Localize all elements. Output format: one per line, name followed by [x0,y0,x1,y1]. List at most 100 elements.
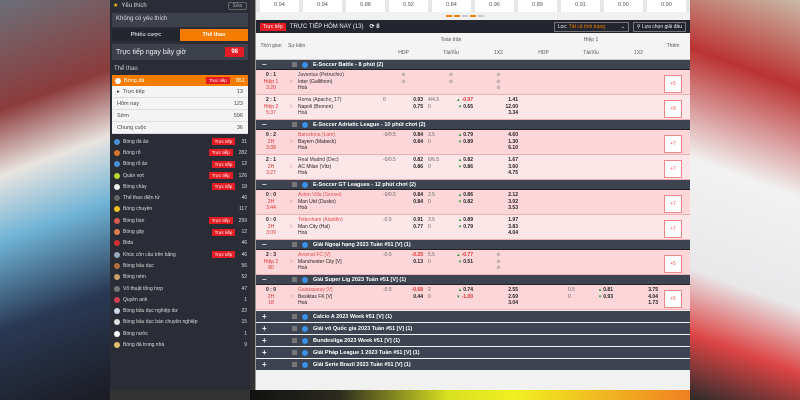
ht-ou-odds[interactable]: 0.5 ▴ 0.81 0 ▾ 0.93 [566,285,616,309]
checkbox[interactable] [292,314,297,319]
more-markets-button[interactable]: +7 [664,159,682,178]
top-odds-value[interactable]: 0.92 [389,0,428,12]
odds-value[interactable]: 0.84 [413,198,423,205]
tab-sports[interactable]: Thể thao [180,29,248,41]
odds-value[interactable]: 3.04 [508,300,518,306]
odds-value[interactable]: 3.75 [648,287,658,293]
more-markets-button[interactable]: +5 [664,254,682,273]
sidebar-item[interactable]: Thể thao điện tử 46 [110,192,250,203]
sidebar-item-football[interactable]: Bóng đá Trực tiếp 851 [112,75,248,86]
1x2-odds[interactable]: 1.67 3.60 4.75 [476,155,521,179]
odds-value[interactable]: 0.74 [463,287,473,293]
expand-icon[interactable]: + [262,312,267,321]
1x2-odds[interactable]: 4.60 1.30 6.10 [476,130,521,154]
checkbox[interactable] [292,182,297,187]
top-odds-value[interactable]: 0.94 [303,0,342,12]
favorite-star-icon[interactable]: ☆ [289,79,294,85]
odds-value[interactable]: 6.10 [508,145,518,151]
odds-value[interactable]: 0.75 [413,103,423,110]
league-header-collapsed[interactable]: + Bundesliga 2023 Week #51 [V] (1) [256,335,690,346]
more-markets-button[interactable]: +5 [664,74,682,93]
odds-value[interactable]: 0.13 [413,258,423,265]
favorite-star-icon[interactable]: ☆ [289,294,294,300]
ou-odds[interactable]: 3.5 ▴ 0.79 0 ▾ 0.89 [426,130,476,154]
collapse-icon[interactable]: − [262,180,267,189]
odds-value[interactable]: 4.04 [648,293,658,300]
odds-value[interactable]: 0.86 [413,163,423,170]
sidebar-item[interactable]: Bóng nước 1 [110,328,250,339]
odds-value[interactable]: 1.73 [648,300,658,306]
more-markets-button[interactable]: +8 [664,99,682,118]
1x2-odds[interactable]: 1.97 3.83 4.04 [476,215,521,239]
match-event[interactable]: ☆ Real Madrid (Dec) AC Milan (Vitz) Hoà [286,155,381,179]
favorite-star-icon[interactable]: ☆ [289,199,294,205]
match-event[interactable]: ☆ Tottenham (Aladdin) Man City (Hal) Hoà [286,215,381,239]
match-event[interactable]: ☆ Aston Villa (Sensei) Man Utd (Dusko) Hoà [286,190,381,214]
odds-value[interactable]: 0.84 [413,132,423,138]
odds-value[interactable]: -0.77 [461,252,473,258]
top-odds-value[interactable]: 0.94 [260,0,299,12]
odds-value[interactable]: 0.51 [463,258,473,265]
odds-value[interactable]: 2.12 [508,192,518,198]
more-markets-button[interactable]: +7 [664,219,682,238]
sidebar-item[interactable]: Bóng ném 52 [110,272,250,283]
1x2-odds[interactable]: 2.12 3.02 3.53 [476,190,521,214]
odds-value[interactable]: 3.60 [508,163,518,170]
tab-bet-slip[interactable]: Phiếu cược [112,29,180,41]
sidebar-item[interactable]: Bóng chuyền 117 [110,204,250,215]
filter-dropdown[interactable]: Lọc: Tất cả tình trạng ⌄ [553,21,629,32]
favorite-star-icon[interactable]: ☆ [289,104,294,110]
ou-odds[interactable]: 3.5 ▴ 0.89 0 ▾ 0.79 [426,215,476,239]
odds-value[interactable]: 0.82 [463,157,473,163]
odds-value[interactable]: 2.55 [508,287,518,293]
top-odds-value[interactable]: 0.90 [647,0,686,12]
ou-odds[interactable]: 5.5 ▴ -0.77 0 ▾ 0.51 [426,250,476,274]
odds-value[interactable]: -0.25 [411,252,423,258]
league-header-collapsed[interactable]: + Giải Serie Brazil 2023 Tuần #51 [V] (1) [256,359,690,370]
pick-league-button[interactable]: ⚲ Lựa chọn giải đấu [632,21,686,32]
favorite-star-icon[interactable]: ☆ [289,224,294,230]
refresh-button[interactable]: ⟳ 8 [370,23,380,30]
odds-value[interactable]: 3.34 [508,110,518,116]
odds-value[interactable]: 0.82 [413,157,423,163]
odds-value[interactable]: 0.91 [413,217,423,223]
collapse-icon[interactable]: − [262,275,267,284]
1x2-odds[interactable]: 2.55 2.69 3.04 [476,285,521,309]
odds-value[interactable]: 0.89 [463,217,473,223]
odds-value[interactable]: 0.77 [413,223,423,230]
checkbox[interactable] [292,277,297,282]
checkbox[interactable] [292,122,297,127]
odds-value[interactable]: 0.81 [603,287,613,293]
odds-value[interactable]: 0.79 [463,223,473,230]
checkbox[interactable] [292,242,297,247]
sidebar-item[interactable]: Bóng bầu dục bán chuyên nghiệp 15 [110,317,250,328]
sidebar-item[interactable]: Bóng đá trong nhà 9 [110,339,250,350]
hdp-odds[interactable]: -0/0.5 0.82 0.86 [381,155,426,179]
odds-value[interactable]: 1.67 [508,157,518,163]
odds-value[interactable]: 0.93 [603,293,613,300]
odds-value[interactable]: -1.00 [461,293,473,300]
odds-value[interactable]: 0.89 [463,138,473,145]
favorite-star-icon[interactable]: ☆ [289,259,294,265]
checkbox[interactable] [292,326,297,331]
odds-value[interactable]: 1.30 [508,138,518,145]
odds-value[interactable]: -0.68 [411,287,423,293]
hdp-odds[interactable]: -0/0.5 0.84 0.84 [381,190,426,214]
odds-value[interactable]: 3.53 [508,205,518,211]
match-event[interactable]: ☆ Galatasaray [V] Besiktas FK [V] Hoà [286,285,381,309]
match-event[interactable]: ☆ Barcelona (Lam) Bayern (Mabeck) Hoà [286,130,381,154]
expand-icon[interactable]: + [262,324,267,333]
checkbox[interactable] [292,338,297,343]
hdp-odds[interactable]: -0.5 0.91 0.77 [381,215,426,239]
sidebar-item[interactable]: Bóng chày Trực tiếp 18 [110,181,250,192]
expand-icon[interactable]: + [262,360,267,369]
live-now-button[interactable]: Trực tiếp ngay bây giờ 98 [112,44,248,60]
top-odds-value[interactable]: 0.88 [346,0,385,12]
1x2-odds[interactable]: 3.75 4.04 1.73 [616,285,661,309]
hdp-odds[interactable]: 0 0.93 0.75 [381,95,426,119]
odds-value[interactable]: -0.97 [461,97,473,103]
odds-value[interactable]: 4.60 [508,132,518,138]
checkbox[interactable] [292,350,297,355]
sidebar-item[interactable]: Quần vợt Trực tiếp 126 [110,170,250,181]
hdp-odds[interactable]: -0.5 -0.25 0.13 [381,250,426,274]
